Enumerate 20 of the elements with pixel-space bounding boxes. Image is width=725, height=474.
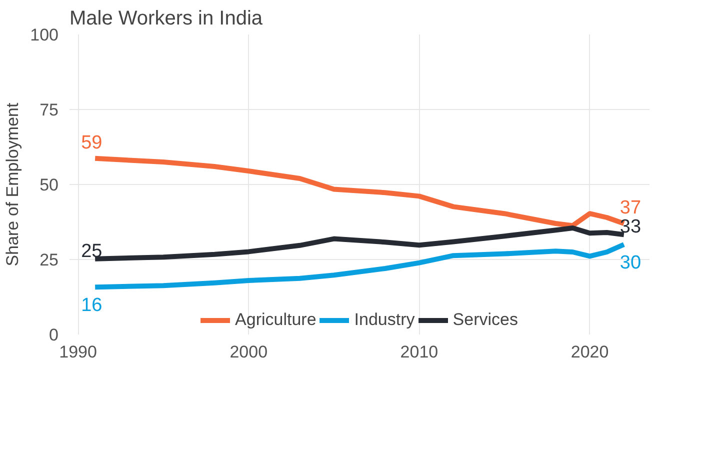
y-tick-label: 25: [40, 250, 59, 270]
legend-label: Services: [452, 310, 518, 330]
y-tick-label: 0: [49, 326, 59, 344]
x-tick-label: 2000: [230, 342, 268, 362]
data-label: 37: [620, 198, 642, 218]
chart-title: Male Workers in India: [70, 8, 264, 30]
x-tick-label: 1990: [59, 342, 97, 362]
data-label: 25: [81, 240, 102, 262]
legend-label: Agriculture: [235, 310, 316, 330]
data-label: 33: [620, 216, 642, 238]
data-label: 16: [81, 295, 102, 316]
y-tick-label: 100: [30, 26, 59, 44]
data-label: 30: [620, 252, 642, 274]
legend-label: Industry: [354, 310, 415, 330]
x-tick-label: 2020: [570, 342, 609, 362]
y-tick-label: 50: [40, 176, 59, 194]
y-tick-label: 75: [40, 100, 59, 120]
x-tick-label: 2010: [400, 342, 438, 362]
data-label: 59: [81, 132, 102, 154]
y-axis-title: Share of Employment: [3, 102, 22, 266]
